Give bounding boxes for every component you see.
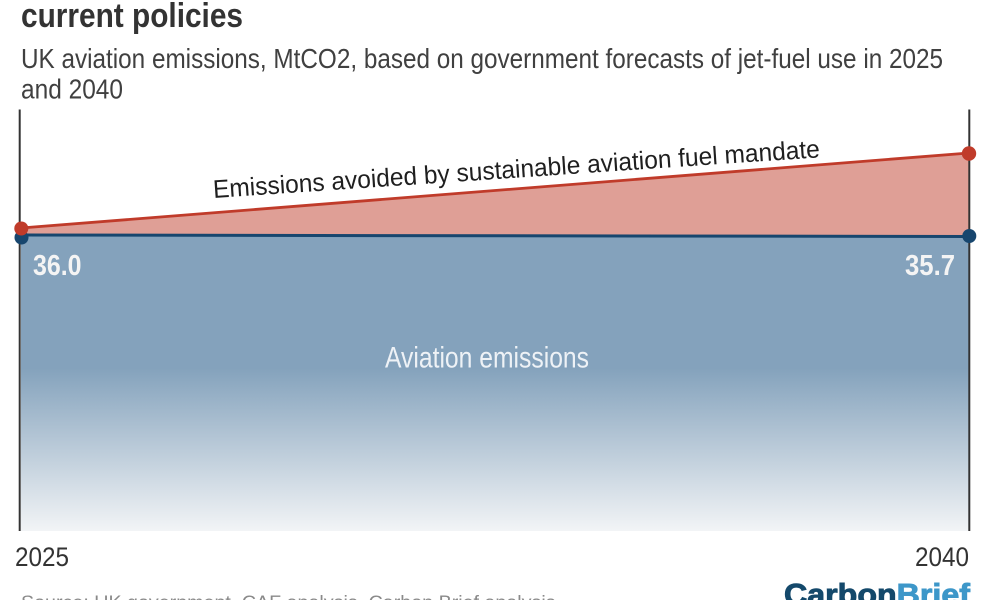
svg-text:Aviation emissions: Aviation emissions <box>385 342 589 375</box>
svg-text:and 2040: and 2040 <box>21 74 123 105</box>
svg-text:36.0: 36.0 <box>33 250 82 282</box>
svg-text:2040: 2040 <box>915 542 969 572</box>
svg-text:2025: 2025 <box>15 542 69 572</box>
svg-text:35.7: 35.7 <box>905 250 955 282</box>
svg-text:Source: UK government, CAF ana: Source: UK government, CAF analysis, Car… <box>21 592 561 600</box>
svg-text:current policies: current policies <box>21 0 243 35</box>
svg-text:UK aviation emissions, MtCO2,: UK aviation emissions, MtCO2, based on g… <box>21 43 943 74</box>
